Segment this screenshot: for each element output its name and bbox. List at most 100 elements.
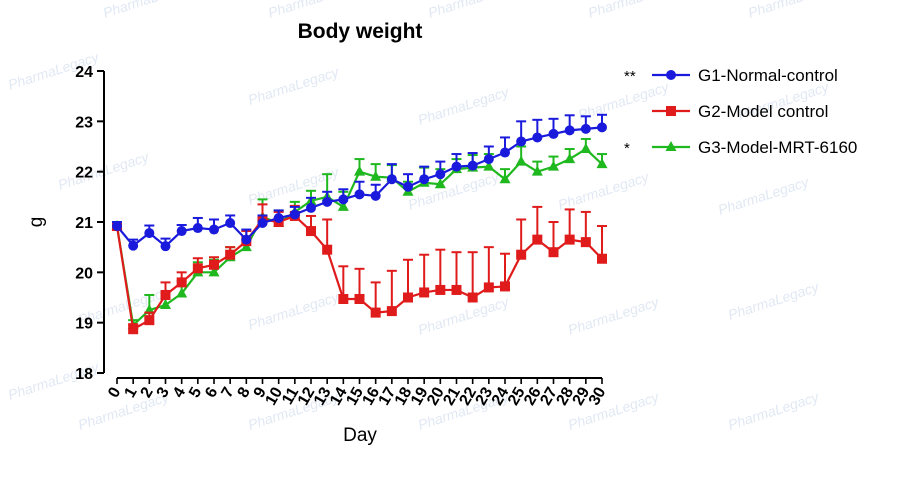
data-point-circle xyxy=(597,122,607,133)
chart-title: Body weight xyxy=(298,20,423,43)
x-tick-label: 27 xyxy=(537,384,561,408)
x-tick-label: 30 xyxy=(586,384,610,408)
data-point-circle xyxy=(386,174,397,185)
y-tick-label: 23 xyxy=(75,114,93,131)
watermark-text: PharmaLegacy xyxy=(416,83,511,128)
data-point-circle xyxy=(564,125,575,136)
watermark-text: PharmaLegacy xyxy=(246,288,341,333)
data-point-circle xyxy=(241,234,252,245)
data-point-circle xyxy=(580,123,591,134)
data-point-triangle xyxy=(596,158,608,169)
data-point-circle xyxy=(192,223,203,234)
data-point-circle xyxy=(322,196,333,207)
data-point-square xyxy=(564,234,575,245)
data-point-triangle xyxy=(354,165,365,176)
data-point-circle xyxy=(209,224,219,235)
data-point-square xyxy=(451,284,462,295)
data-point-square xyxy=(403,292,413,303)
data-point-circle xyxy=(306,202,316,213)
data-point-circle xyxy=(160,241,171,252)
data-point-square xyxy=(548,247,559,258)
x-tick-label: 29 xyxy=(570,384,594,408)
x-tick-label: 19 xyxy=(408,384,432,408)
x-tick-label: 10 xyxy=(263,384,287,408)
data-point-square xyxy=(435,284,446,295)
data-point-circle xyxy=(338,194,349,205)
legend-significance: * xyxy=(624,140,630,157)
x-tick-label: 23 xyxy=(473,384,497,408)
data-point-circle xyxy=(225,218,236,229)
watermark-text: PharmaLegacy xyxy=(406,168,501,213)
watermark-text: PharmaLegacy xyxy=(566,293,661,338)
data-point-triangle xyxy=(160,299,171,310)
data-point-triangle xyxy=(370,170,382,181)
x-tick-label: 11 xyxy=(279,384,302,407)
y-tick-label: 22 xyxy=(75,165,93,182)
y-tick-label: 21 xyxy=(75,215,93,232)
data-point-square xyxy=(370,307,381,318)
watermark-text: PharmaLegacy xyxy=(746,0,841,21)
data-point-square xyxy=(580,237,591,248)
data-point-triangle xyxy=(548,160,559,171)
watermark-text: PharmaLegacy xyxy=(101,0,196,21)
x-tick-label: 16 xyxy=(360,384,384,408)
x-tick-label: 12 xyxy=(295,384,319,408)
data-point-square xyxy=(225,249,236,260)
data-point-square xyxy=(386,306,397,317)
data-point-triangle xyxy=(337,200,349,211)
data-point-circle xyxy=(548,128,559,139)
data-point-square xyxy=(666,106,676,116)
x-axis: 0123456789101112131415161718192021222324… xyxy=(105,377,610,408)
data-point-triangle xyxy=(531,165,543,176)
data-point-circle xyxy=(112,221,122,232)
watermark-text: PharmaLegacy xyxy=(416,293,511,338)
data-point-circle xyxy=(451,161,462,172)
x-tick-label: 28 xyxy=(554,384,578,408)
data-point-triangle xyxy=(176,287,188,298)
data-point-circle xyxy=(666,70,676,80)
data-point-circle xyxy=(403,181,413,192)
y-axis: 18 19 20 21 22 23 24 xyxy=(75,64,105,383)
x-tick-label: 17 xyxy=(376,384,400,408)
series-g1-normal-control xyxy=(112,113,607,252)
data-point-circle xyxy=(532,132,543,143)
data-point-circle xyxy=(128,240,139,251)
x-tick-label: 15 xyxy=(343,384,367,408)
data-point-circle xyxy=(257,218,268,229)
watermark-text: PharmaLegacy xyxy=(586,0,681,21)
x-tick-label: 24 xyxy=(489,384,513,408)
data-point-square xyxy=(532,234,543,245)
data-point-square xyxy=(144,315,155,326)
data-point-circle xyxy=(500,147,510,158)
y-axis-label: g xyxy=(26,217,47,228)
data-point-triangle xyxy=(143,304,155,315)
data-point-square xyxy=(128,324,139,335)
x-tick-label: 18 xyxy=(392,384,416,408)
data-point-circle xyxy=(467,160,478,171)
data-point-circle xyxy=(516,136,527,147)
y-tick-label: 18 xyxy=(75,366,93,383)
legend-significance: ** xyxy=(624,68,636,85)
legend-label: G3-Model-MRT-6160 xyxy=(698,138,857,157)
data-point-triangle xyxy=(434,178,446,189)
legend-label: G2-Model control xyxy=(698,102,828,121)
y-tick-label: 24 xyxy=(75,64,93,81)
data-point-triangle xyxy=(483,160,495,171)
data-point-triangle xyxy=(665,141,677,151)
watermark-text: PharmaLegacy xyxy=(726,388,821,433)
data-point-triangle xyxy=(564,153,576,164)
data-point-square xyxy=(483,282,494,293)
watermark-text: PharmaLegacy xyxy=(726,278,821,323)
watermark-text: PharmaLegacy xyxy=(266,0,361,21)
y-tick-label: 19 xyxy=(75,316,93,333)
data-point-square xyxy=(322,244,333,255)
x-tick-label: 13 xyxy=(311,384,335,408)
data-point-circle xyxy=(435,169,446,180)
data-point-circle xyxy=(354,189,365,200)
data-point-square xyxy=(500,281,510,292)
x-tick-label: 22 xyxy=(457,384,481,408)
watermark-layer: PharmaLegacy PharmaLegacy PharmaLegacy Phar… xyxy=(6,0,841,433)
data-point-square xyxy=(467,292,478,303)
x-tick-label: 25 xyxy=(505,384,529,408)
data-point-square xyxy=(354,294,365,305)
